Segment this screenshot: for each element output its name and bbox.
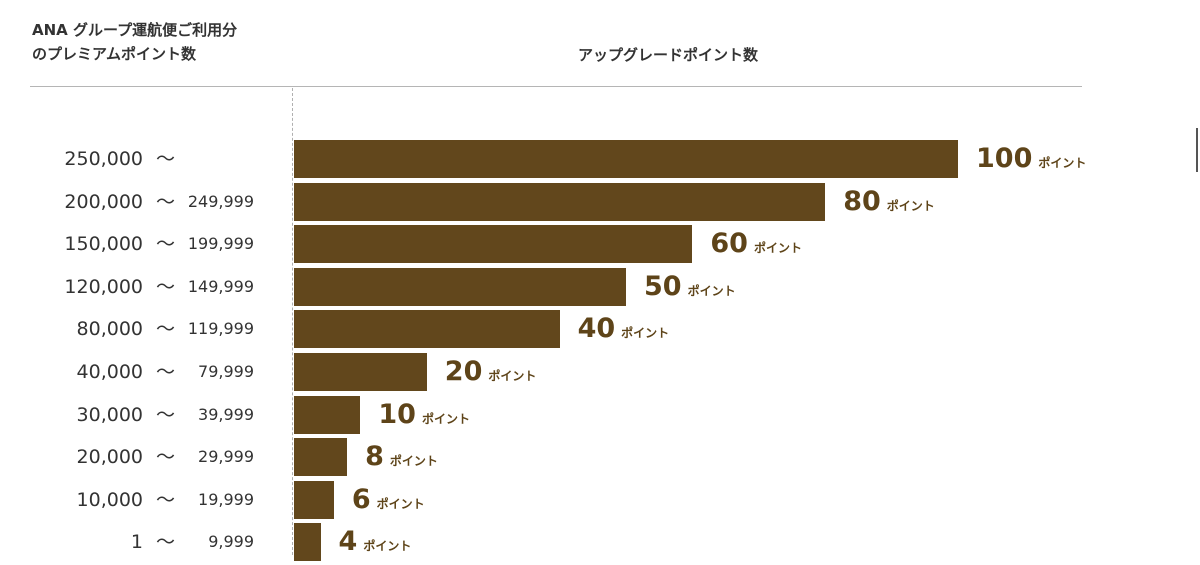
category-label-from: 250,000 <box>64 148 143 170</box>
bar <box>294 225 693 264</box>
bar-value-label: 100 ポイント <box>976 140 1086 178</box>
chart-row: 150,000 ～ 199,999 60 ポイント <box>0 225 1200 264</box>
chart-row: 30,000 ～ 39,999 10 ポイント <box>0 395 1200 434</box>
chart-row: 200,000 ～ 249,999 80 ポイント <box>0 182 1200 221</box>
right-edge-mark <box>1196 128 1198 172</box>
category-label-from: 1 <box>130 531 143 554</box>
category-label-tilde: ～ <box>156 446 176 469</box>
chart-row: 250,000 ～ 100 ポイント <box>0 140 1200 178</box>
header-divider <box>30 86 1082 87</box>
bar-value-unit: ポイント <box>1038 156 1087 170</box>
bar <box>294 140 958 178</box>
category-label-from: 10,000 <box>76 488 143 511</box>
bar <box>294 523 321 562</box>
bar-value-unit: ポイント <box>421 411 470 426</box>
bar-value-label: 6 ポイント <box>352 481 425 519</box>
bar-value-number: 10 <box>378 398 416 430</box>
bar-value-number: 4 <box>338 526 358 558</box>
bar-value-label: 80 ポイント <box>843 183 935 221</box>
bar-value-label: 4 ポイント <box>339 523 412 561</box>
category-label-to: 149,999 <box>187 276 254 296</box>
category-label-tilde: ～ <box>156 275 176 298</box>
category-label-to: 119,999 <box>187 319 254 339</box>
category-label-to: 249,999 <box>187 191 254 211</box>
bar-value-number: 60 <box>710 228 748 260</box>
category-axis-title: ANA グループ運航便ご利用分 のプレミアムポイント数 <box>32 18 237 66</box>
bar-value-unit: ポイント <box>389 454 438 469</box>
category-label-to: 199,999 <box>187 234 254 254</box>
category-label-tilde: ～ <box>156 403 176 426</box>
chart-row: 120,000 ～ 149,999 50 ポイント <box>0 267 1200 306</box>
bar-value-label: 60 ポイント <box>710 225 802 263</box>
bar-value-number: 50 <box>644 270 682 302</box>
category-label-to: 29,999 <box>198 447 254 467</box>
category-label-tilde: ～ <box>156 531 176 554</box>
bar-value-label: 8 ポイント <box>365 438 438 476</box>
category-label-from: 30,000 <box>76 403 143 426</box>
bar-value-number: 8 <box>365 441 384 473</box>
category-label-tilde: ～ <box>156 190 176 213</box>
bar <box>294 267 626 306</box>
chart-row: 20,000 ～ 29,999 8 ポイント <box>0 438 1200 477</box>
category-label-to: 19,999 <box>198 489 254 509</box>
bar <box>294 395 361 434</box>
bar-value-number: 40 <box>577 313 616 345</box>
bar-value-unit: ポイント <box>621 326 670 341</box>
bar-value-unit: ポイント <box>488 369 537 383</box>
bar-value-number: 6 <box>351 483 371 515</box>
bar-value-label: 10 ポイント <box>378 396 470 434</box>
category-label-from: 80,000 <box>76 318 143 341</box>
category-axis-title-line2: のプレミアムポイント数 <box>32 45 196 63</box>
chart-row: 10,000 ～ 19,999 6 ポイント <box>0 480 1200 519</box>
bar-value-number: 80 <box>843 185 881 217</box>
category-label-from: 200,000 <box>64 190 143 213</box>
chart-row: 40,000 ～ 79,999 20 ポイント <box>0 353 1200 391</box>
bar-value-label: 40 ポイント <box>578 310 670 348</box>
category-label-to: 9,999 <box>208 532 254 552</box>
category-label-to: 39,999 <box>198 404 254 424</box>
category-label-tilde: ～ <box>156 488 176 511</box>
value-axis-title: アップグレードポイント数 <box>578 46 759 64</box>
bar-value-number: 100 <box>976 143 1033 174</box>
bar-value-number: 20 <box>444 356 483 387</box>
category-label-from: 150,000 <box>64 233 143 256</box>
category-label-tilde: ～ <box>156 318 176 341</box>
category-label-from: 120,000 <box>64 275 143 298</box>
bar-value-unit: ポイント <box>886 198 935 213</box>
category-axis-title-line1: ANA グループ運航便ご利用分 <box>32 21 238 39</box>
baseline-dashed-line <box>292 88 293 555</box>
chart-row: 1 ～ 9,999 4 ポイント <box>0 523 1200 562</box>
chart-row: 80,000 ～ 119,999 40 ポイント <box>0 310 1200 349</box>
bar-value-label: 20 ポイント <box>445 353 537 391</box>
category-label-tilde: ～ <box>156 148 176 170</box>
category-label-to: 79,999 <box>198 362 254 381</box>
bar-value-label: 50 ポイント <box>644 268 736 306</box>
category-label-from: 40,000 <box>76 361 143 383</box>
category-label-tilde: ～ <box>156 233 176 256</box>
bar <box>294 480 334 519</box>
bar-value-unit: ポイント <box>376 496 425 511</box>
bar-value-unit: ポイント <box>687 283 736 298</box>
category-label-tilde: ～ <box>156 361 176 383</box>
bar <box>294 310 560 349</box>
bar <box>294 353 427 391</box>
bar-value-unit: ポイント <box>753 241 802 256</box>
bar <box>294 438 348 477</box>
bar-value-unit: ポイント <box>363 539 412 554</box>
category-label-from: 20,000 <box>76 446 143 469</box>
bar <box>294 182 826 221</box>
